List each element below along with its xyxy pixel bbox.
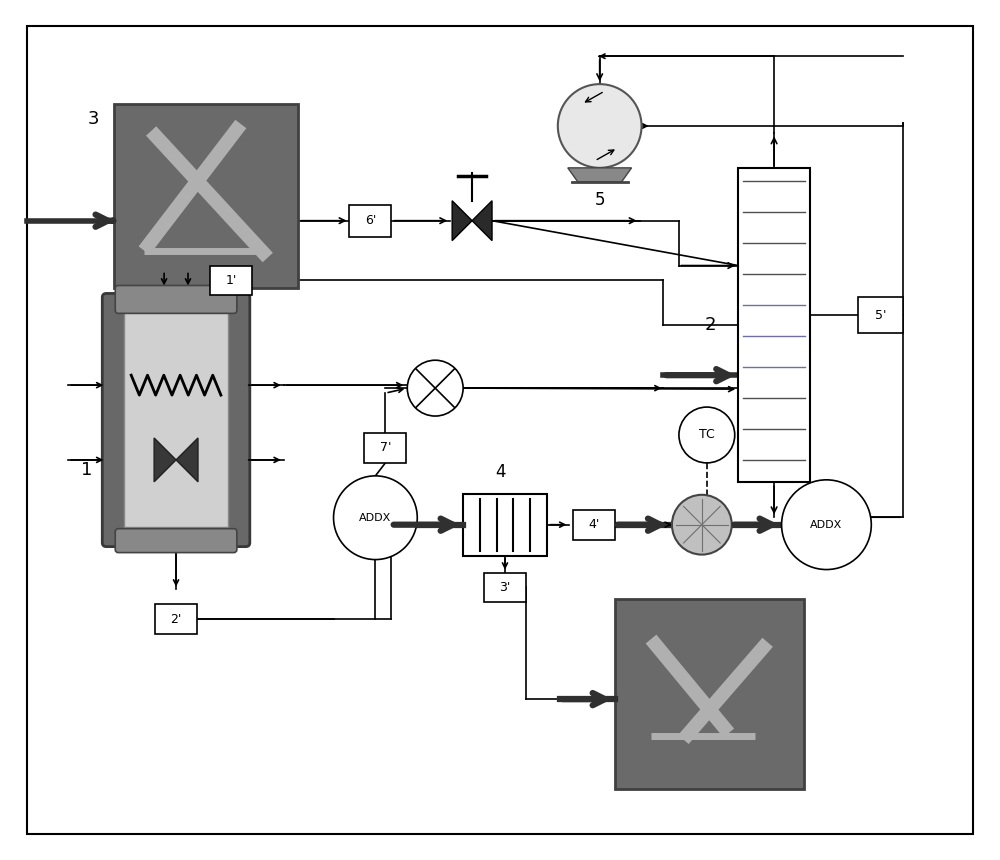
FancyBboxPatch shape [115,286,237,313]
Bar [573,510,615,539]
Bar [738,169,810,482]
Text: 1: 1 [81,461,92,479]
Circle shape [334,476,417,560]
FancyBboxPatch shape [102,293,250,547]
Text: ADDX: ADDX [810,519,843,530]
Text: TC: TC [699,428,715,441]
Polygon shape [154,438,176,482]
Text: 2: 2 [705,316,716,335]
Bar [463,494,547,556]
Circle shape [679,407,735,463]
Polygon shape [176,438,198,482]
Text: 7': 7' [380,441,391,454]
Text: 4: 4 [495,463,505,481]
Bar [210,266,252,296]
Bar [114,103,298,288]
Polygon shape [452,200,472,241]
Bar [484,573,526,603]
Circle shape [782,480,871,569]
Circle shape [407,360,463,416]
Text: 5': 5' [875,309,887,322]
Text: 4': 4' [589,519,600,531]
Polygon shape [472,200,492,241]
FancyBboxPatch shape [115,529,237,553]
Bar [615,599,804,789]
Text: ADDX: ADDX [359,513,392,523]
Bar [349,205,391,236]
Text: 3: 3 [88,109,100,127]
Text: 1': 1' [225,274,237,287]
Text: 2': 2' [170,613,182,626]
Text: 3': 3' [499,581,511,594]
Bar [364,433,406,463]
Circle shape [672,494,732,555]
Bar [858,298,903,334]
Polygon shape [568,168,632,181]
Bar [124,305,228,526]
Bar [155,605,197,635]
Text: 6': 6' [365,214,376,227]
Circle shape [558,84,642,168]
Text: 5: 5 [594,191,605,209]
